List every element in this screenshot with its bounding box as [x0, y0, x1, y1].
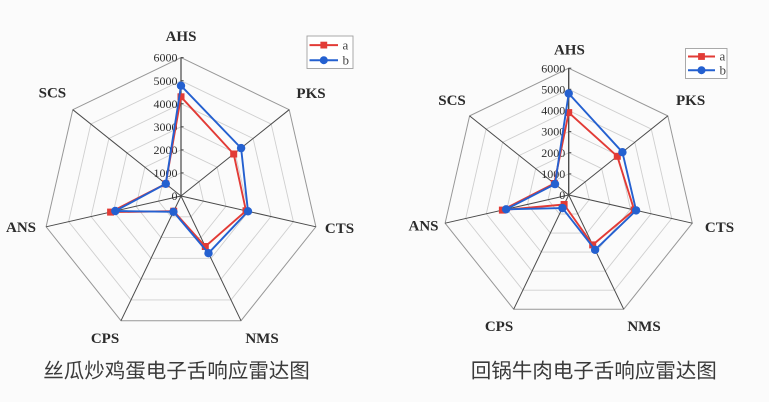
svg-text:CPS: CPS — [485, 319, 513, 335]
svg-text:NMS: NMS — [245, 331, 278, 347]
svg-text:5000: 5000 — [541, 82, 565, 96]
svg-text:CTS: CTS — [705, 220, 734, 236]
svg-text:4000: 4000 — [541, 104, 565, 118]
svg-text:CTS: CTS — [325, 221, 354, 237]
svg-text:3000: 3000 — [154, 120, 178, 134]
svg-text:6000: 6000 — [541, 61, 565, 75]
svg-text:AHS: AHS — [166, 29, 197, 45]
svg-text:PKS: PKS — [676, 93, 705, 109]
svg-text:0: 0 — [172, 189, 178, 203]
svg-text:CPS: CPS — [91, 331, 119, 347]
svg-text:2000: 2000 — [154, 143, 178, 157]
svg-text:SCS: SCS — [438, 93, 466, 109]
svg-text:3000: 3000 — [541, 125, 565, 139]
svg-text:1000: 1000 — [541, 167, 565, 181]
svg-text:NMS: NMS — [627, 319, 660, 335]
svg-text:ANS: ANS — [6, 220, 36, 236]
svg-text:a: a — [720, 49, 726, 64]
svg-text:AHS: AHS — [554, 43, 585, 59]
svg-text:b: b — [720, 62, 727, 77]
svg-text:ANS: ANS — [408, 219, 438, 235]
svg-text:0: 0 — [559, 188, 565, 202]
svg-text:5000: 5000 — [154, 74, 178, 88]
svg-text:6000: 6000 — [154, 51, 178, 65]
svg-text:a: a — [343, 37, 349, 52]
svg-text:4000: 4000 — [154, 97, 178, 111]
svg-text:PKS: PKS — [296, 86, 325, 102]
svg-text:b: b — [343, 52, 350, 67]
svg-text:1000: 1000 — [154, 166, 178, 180]
svg-text:SCS: SCS — [39, 86, 67, 102]
